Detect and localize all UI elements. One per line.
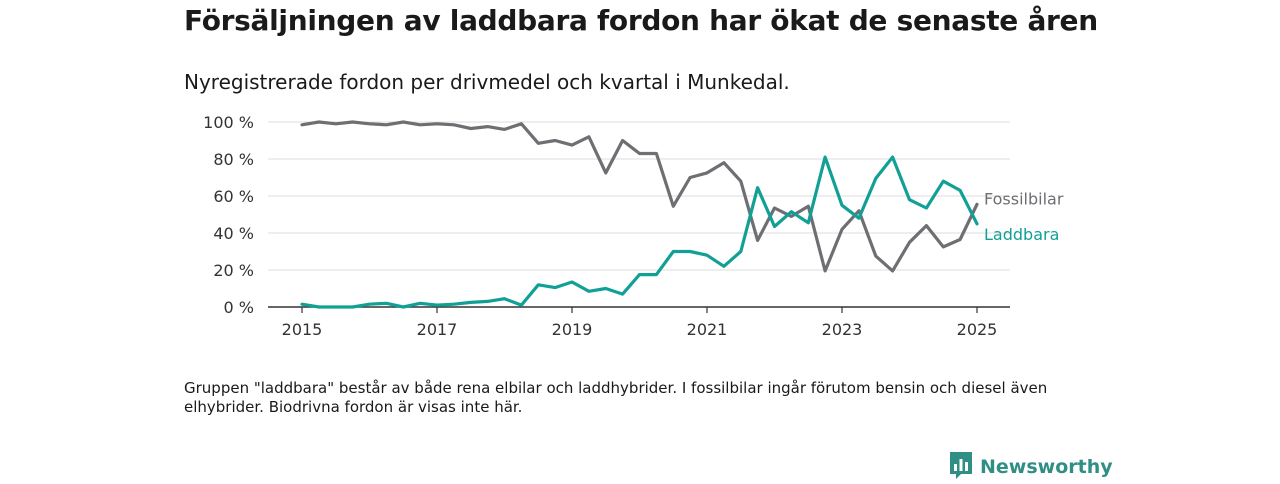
chart-title: Försäljningen av laddbara fordon har öka… (184, 4, 1098, 37)
x-tick-label: 2015 (282, 320, 323, 339)
brand[interactable]: Newsworthy (948, 450, 1113, 484)
y-tick-label: 0 % (224, 298, 254, 317)
series-line-laddbara (300, 155, 979, 309)
x-tick-label: 2017 (417, 320, 458, 339)
series-line-fossilbilar (300, 120, 979, 273)
gridlines (268, 121, 1010, 271)
brand-name: Newsworthy (980, 456, 1113, 478)
footnote: Gruppen "laddbara" består av både rena e… (184, 379, 1048, 416)
y-tick-label: 40 % (213, 224, 254, 243)
chart-subtitle: Nyregistrerade fordon per drivmedel och … (184, 70, 790, 94)
newsworthy-logo-icon (948, 450, 974, 484)
series-label-fossilbilar: Fossilbilar (984, 189, 1064, 208)
x-tick-label: 2021 (687, 320, 728, 339)
y-tick-label: 80 % (213, 150, 254, 169)
x-tick-label: 2019 (552, 320, 593, 339)
line-chart: 100 % 80 % 60 % 40 % 20 % 0 % 2015 2017 2019 202… (203, 113, 1064, 339)
series-lines (300, 120, 979, 309)
series-labels: Fossilbilar Laddbara (984, 189, 1064, 243)
y-axis-ticks: 100 % 80 % 60 % 40 % 20 % 0 % (203, 113, 254, 317)
x-tick-label: 2025 (957, 320, 998, 339)
x-axis-ticks: 2015 2017 2019 2021 2023 2025 (282, 307, 998, 339)
y-tick-label: 20 % (213, 261, 254, 280)
x-tick-label: 2023 (822, 320, 863, 339)
y-tick-label: 60 % (213, 187, 254, 206)
series-label-laddbara: Laddbara (984, 225, 1059, 244)
y-tick-label: 100 % (203, 113, 254, 132)
